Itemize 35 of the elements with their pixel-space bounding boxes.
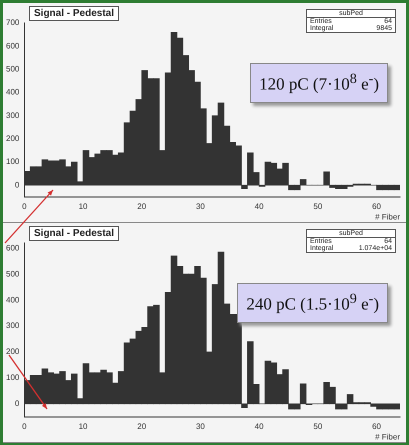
- y-tick-label: 200: [6, 134, 20, 144]
- x-tick-label: 60: [372, 202, 382, 211]
- y-tick-label: 700: [6, 18, 20, 28]
- annotation: 120 pC (7·10$^{8}$ e$^{-}$): [250, 63, 388, 103]
- y-tick-label: 100: [6, 157, 20, 166]
- y-tick-label: 300: [6, 110, 20, 120]
- x-tick-label: 50: [313, 202, 323, 211]
- x-tick-label: 50: [313, 422, 323, 431]
- y-tick-label: 500: [6, 64, 20, 74]
- x-tick-label: 20: [137, 422, 147, 431]
- x-tick-label: 0: [22, 422, 28, 431]
- x-tick-label: 30: [196, 422, 206, 431]
- y-tick-label: 600: [6, 41, 20, 50]
- y-tick-label: 0: [14, 399, 20, 408]
- y-tick-label: 200: [6, 347, 20, 356]
- x-tick-label: 40: [254, 422, 264, 431]
- annotation: 240 pC (1.5·10$^{9}$ e$^{-}$): [237, 283, 388, 323]
- chart-title: Signal - Pedestal: [29, 6, 120, 21]
- y-tick-label: 400: [6, 88, 20, 97]
- y-tick-label: 0: [14, 180, 20, 190]
- x-tick-label: 20: [137, 202, 147, 211]
- x-axis-title: # Fiber: [375, 212, 400, 222]
- y-tick-label: 500: [6, 269, 20, 278]
- x-tick-label: 30: [196, 202, 206, 211]
- chart-title: Signal - Pedestal: [29, 226, 120, 241]
- x-tick-label: 10: [78, 422, 88, 431]
- x-tick-label: 40: [254, 202, 264, 211]
- y-tick-label: 400: [6, 295, 20, 304]
- x-tick-label: 0: [22, 202, 28, 211]
- x-tick-label: 60: [372, 422, 382, 431]
- y-tick-label: 600: [6, 243, 20, 252]
- y-tick-label: 300: [6, 321, 20, 330]
- y-tick-label: 100: [6, 373, 20, 382]
- x-axis-title: # Fiber: [375, 432, 400, 442]
- x-tick-label: 10: [78, 202, 88, 211]
